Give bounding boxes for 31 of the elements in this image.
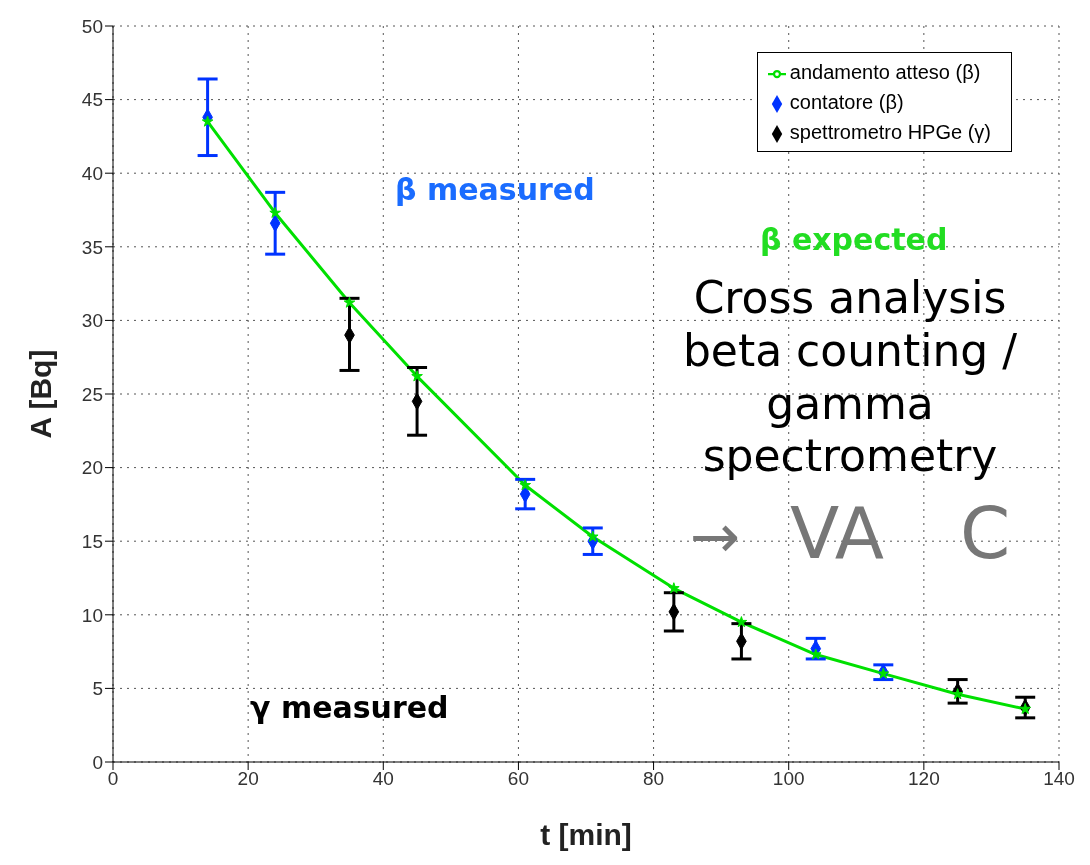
- annotation: γ measured: [250, 690, 449, 726]
- y-axis-title: A [Bq]: [23, 349, 57, 439]
- y-tick-label: 20: [81, 457, 103, 479]
- x-tick-label: 120: [908, 768, 940, 790]
- y-tick-label: 45: [81, 89, 103, 111]
- annotation: Cross analysis beta counting / gamma spectrometry: [681, 272, 1019, 484]
- annotation: C: [960, 490, 1011, 577]
- y-tick-label: 15: [81, 530, 103, 552]
- annotation: β measured: [395, 172, 595, 208]
- x-tick-label: 80: [643, 768, 665, 790]
- y-tick-label: 40: [81, 162, 103, 184]
- legend-label: contatore (β): [789, 91, 904, 113]
- x-tick-label: 0: [107, 768, 119, 790]
- y-tick-label: 50: [81, 15, 103, 37]
- x-tick-label: 140: [1043, 768, 1075, 790]
- y-tick-label: 30: [81, 310, 103, 332]
- y-tick-label: 25: [81, 383, 103, 405]
- x-tick-label: 60: [507, 768, 529, 790]
- y-tick-label: 10: [81, 604, 103, 626]
- x-axis-title: t [min]: [540, 818, 632, 851]
- x-tick-label: 100: [772, 768, 805, 790]
- annotation: β expected: [760, 222, 948, 258]
- y-tick-label: 35: [81, 236, 103, 258]
- x-tick-label: 20: [237, 768, 259, 790]
- legend-label: spettrometro HPGe (γ): [789, 121, 991, 143]
- y-tick-label: 0: [92, 751, 103, 773]
- x-tick-label: 40: [372, 768, 394, 790]
- legend-label: andamento atteso (β): [789, 61, 981, 83]
- annotation: VA: [790, 490, 884, 577]
- annotation: →: [690, 500, 741, 572]
- y-tick-label: 5: [92, 678, 103, 700]
